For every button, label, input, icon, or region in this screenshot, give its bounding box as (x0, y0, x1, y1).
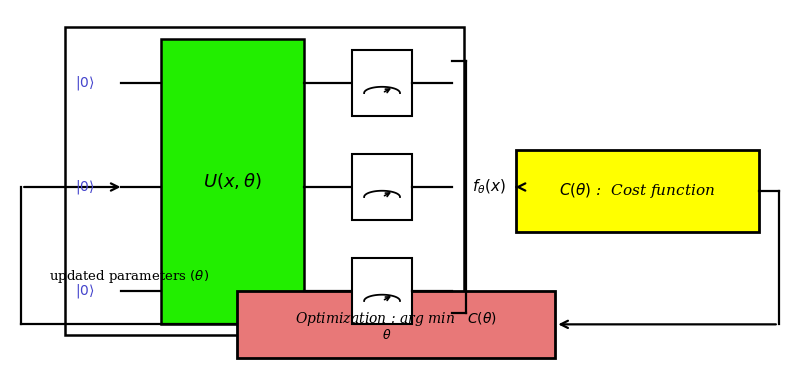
Bar (515, 150, 758, 232)
Text: $|0\rangle$: $|0\rangle$ (75, 74, 95, 92)
Text: $f_\theta(x)$: $f_\theta(x)$ (472, 178, 506, 196)
Bar (352, 154, 412, 220)
Text: $\theta$: $\theta$ (382, 328, 391, 343)
Bar (65, 27, 464, 335)
Text: $U(x,\theta)$: $U(x,\theta)$ (203, 171, 262, 191)
Text: $|0\rangle$: $|0\rangle$ (75, 282, 95, 300)
Bar (237, 291, 555, 358)
Bar (352, 50, 412, 116)
Text: $|0\rangle$: $|0\rangle$ (75, 178, 95, 196)
Text: Optimization : arg min   $C(\theta)$: Optimization : arg min $C(\theta)$ (295, 310, 497, 328)
Bar (352, 258, 412, 324)
Text: $C(\theta)$ :  Cost function: $C(\theta)$ : Cost function (559, 181, 715, 200)
Text: updated parameters $(\theta)$: updated parameters $(\theta)$ (50, 267, 210, 285)
Bar (161, 39, 304, 324)
